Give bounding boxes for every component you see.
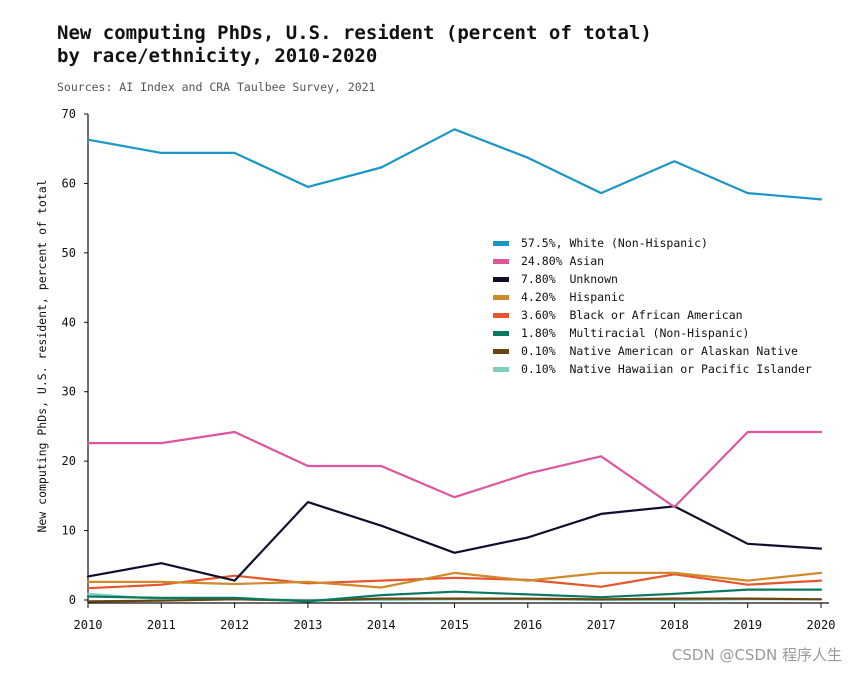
legend-label: 24.80% Asian	[521, 254, 605, 268]
chart-title: New computing PhDs, U.S. resident (perce…	[57, 22, 817, 68]
legend-label: 1.80% Multiracial (Non-Hispanic)	[521, 326, 750, 340]
legend-swatch	[493, 330, 509, 336]
legend-label: 3.60% Black or African American	[521, 308, 743, 322]
x-tick-label: 2010	[74, 618, 103, 632]
x-tick-label: 2014	[367, 618, 396, 632]
watermark: CSDN @CSDN 程序人生	[671, 646, 842, 664]
series-line-white-non-hispanic	[86, 128, 823, 201]
y-tick-label: 20	[62, 454, 76, 468]
chart-title-line-2: by race/ethnicity, 2010-2020	[57, 45, 378, 67]
y-tick-label: 30	[62, 385, 76, 399]
x-tick-label: 2016	[513, 618, 542, 632]
legend-item: 0.10% Native Hawaiian or Pacific Islande…	[493, 360, 812, 378]
legend-swatch	[493, 312, 509, 318]
y-tick-label: 60	[62, 176, 76, 190]
series-line-asian	[86, 430, 823, 509]
y-tick-label: 50	[62, 246, 76, 260]
legend-item: 24.80% Asian	[493, 252, 812, 270]
legend-item: 57.5%, White (Non-Hispanic)	[493, 234, 812, 252]
y-tick-label: 0	[69, 593, 76, 607]
series-line-multiracial-non-hispanic	[86, 588, 823, 603]
legend-item: 4.20% Hispanic	[493, 288, 812, 306]
y-tick-label: 40	[62, 315, 76, 329]
x-tick-label: 2011	[147, 618, 176, 632]
legend-label: 0.10% Native American or Alaskan Native	[521, 344, 798, 358]
x-tick-label: 2015	[440, 618, 469, 632]
x-tick-label: 2012	[220, 618, 249, 632]
legend-label: 7.80% Unknown	[521, 272, 618, 286]
series-line-hispanic	[86, 571, 823, 589]
series-line-black-or-african-american	[86, 573, 823, 590]
chart-title-line-1: New computing PhDs, U.S. resident (perce…	[57, 22, 652, 44]
y-tick-label: 10	[62, 524, 76, 538]
x-tick-label: 2019	[733, 618, 762, 632]
legend-swatch	[493, 348, 509, 354]
y-tick-label: 70	[62, 107, 76, 121]
legend-swatch	[493, 366, 509, 372]
series-line-native-american-or-alaskan-native	[86, 597, 823, 603]
x-tick-label: 2013	[293, 618, 322, 632]
legend-item: 3.60% Black or African American	[493, 306, 812, 324]
legend-item: 1.80% Multiracial (Non-Hispanic)	[493, 324, 812, 342]
x-tick-label: 2017	[587, 618, 616, 632]
legend-item: 0.10% Native American or Alaskan Native	[493, 342, 812, 360]
legend-swatch	[493, 240, 509, 246]
x-tick-label: 2018	[660, 618, 689, 632]
x-tick-label: 2020	[807, 618, 836, 632]
legend-label: 0.10% Native Hawaiian or Pacific Islande…	[521, 362, 812, 376]
chart-series	[86, 128, 823, 603]
chart-source: Sources: AI Index and CRA Taulbee Survey…	[57, 80, 376, 94]
legend-swatch	[493, 294, 509, 300]
series-line-unknown	[86, 501, 823, 582]
legend-swatch	[493, 258, 509, 264]
legend-label: 4.20% Hispanic	[521, 290, 625, 304]
legend-swatch	[493, 276, 509, 282]
legend-item: 7.80% Unknown	[493, 270, 812, 288]
chart-axes: 0 10 20 30 40 50 60 70 2010 2011 2012 2013 2014 2015 2…	[62, 107, 836, 632]
legend-label: 57.5%, White (Non-Hispanic)	[521, 236, 708, 250]
chart-legend: 57.5%, White (Non-Hispanic) 24.80% Asian 7…	[493, 234, 812, 378]
